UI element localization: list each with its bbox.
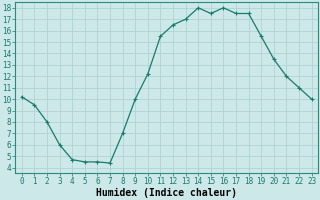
X-axis label: Humidex (Indice chaleur): Humidex (Indice chaleur) [96, 188, 237, 198]
